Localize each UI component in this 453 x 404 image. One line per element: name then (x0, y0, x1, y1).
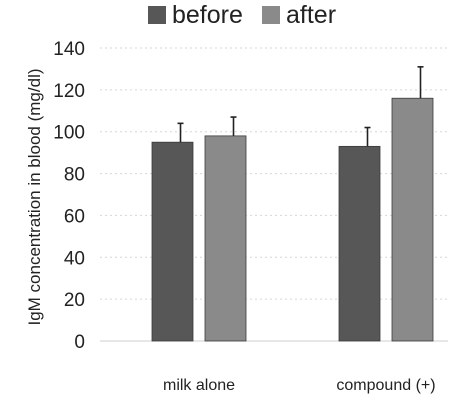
y-tick-labels: 0 20 40 60 80 100 120 140 (53, 39, 85, 353)
y-tick-label: 80 (64, 165, 85, 186)
y-tick-label: 120 (53, 81, 85, 102)
bars (151, 97, 434, 342)
y-tick-label: 140 (53, 39, 85, 60)
x-tick-label: compound (+) (336, 377, 435, 394)
y-tick-label: 60 (64, 206, 85, 227)
legend-swatch-after (262, 6, 280, 24)
bar-after (391, 97, 434, 342)
legend-item-before: before (148, 2, 243, 28)
y-tick-label: 40 (64, 248, 85, 269)
legend-label-after: after (286, 1, 337, 29)
legend: before after (0, 0, 453, 36)
legend-label-before: before (172, 1, 243, 29)
x-tick-label: milk alone (163, 377, 235, 394)
y-tick-label: 20 (64, 290, 85, 311)
legend-swatch-before (148, 6, 166, 24)
x-tick-labels: milk alone compound (+) (163, 377, 436, 394)
bar-before (338, 145, 381, 342)
legend-item-after: after (262, 2, 336, 28)
y-tick-label: 0 (74, 332, 85, 353)
y-axis-label: IgM concentration in blood (mg/dl) (25, 68, 44, 325)
bar-before (151, 141, 194, 342)
error-bars (177, 66, 424, 147)
y-tick-label: 100 (53, 123, 85, 144)
bar-after (204, 135, 247, 342)
